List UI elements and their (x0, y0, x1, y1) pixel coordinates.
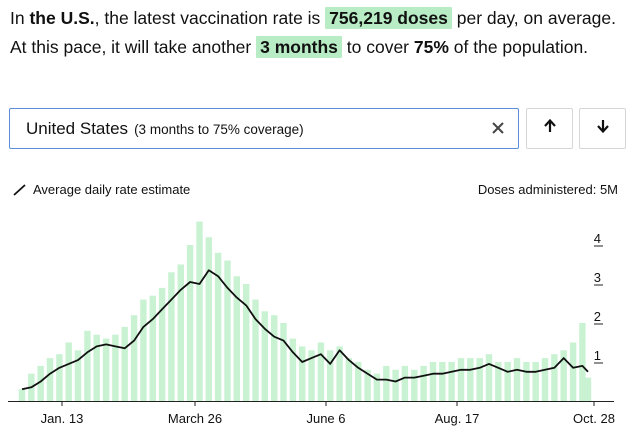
y-tick-label: 2 (594, 309, 601, 324)
bars-legend: Doses administered: 5M (478, 182, 618, 197)
previous-country-button[interactable] (526, 108, 573, 149)
dose-bar (177, 264, 184, 401)
next-country-button[interactable] (579, 108, 626, 149)
dose-bar (457, 358, 465, 401)
dose-bar (411, 369, 418, 401)
y-tick-label: 4 (594, 231, 601, 246)
dose-bar (345, 358, 353, 401)
dose-bar (336, 346, 343, 401)
y-top-tick: 5M (599, 182, 618, 197)
dose-bar (584, 377, 592, 401)
dose-bar (532, 362, 539, 401)
headline-text: , the latest vaccination rate is (94, 8, 326, 28)
dose-bar (140, 299, 147, 401)
bars-legend-label: Doses administered: (477, 182, 597, 197)
headline-text: In (10, 8, 30, 28)
dose-bar (541, 358, 549, 401)
dose-bar (373, 373, 381, 401)
dose-bar (205, 237, 212, 401)
dose-bar (65, 342, 72, 401)
x-tick-label: Aug. 17 (435, 411, 480, 426)
dose-bar (485, 354, 493, 401)
dose-bar (383, 365, 390, 401)
dose-bar (37, 365, 44, 401)
dose-bar (196, 221, 203, 401)
dose-bar (513, 358, 521, 401)
dose-bar (93, 334, 100, 401)
line-legend-label: Average daily rate estimate (33, 182, 191, 197)
dose-bar (495, 362, 502, 401)
dose-bar (523, 362, 530, 401)
dose-bar (504, 362, 511, 401)
headline-text: to cover (341, 37, 414, 57)
average-rate-line (21, 269, 589, 391)
dose-bar (130, 315, 138, 401)
dose-bar (224, 260, 231, 401)
x-tick-label: March 26 (168, 411, 222, 426)
dose-bar (327, 350, 334, 401)
headline-summary: In the U.S., the latest vaccination rate… (10, 4, 620, 62)
dose-bar (560, 350, 567, 401)
country-select[interactable]: United States (3 months to 75% coverage) (9, 108, 519, 149)
dose-bar (401, 365, 409, 401)
highlight-duration: 3 months (256, 36, 342, 58)
dose-bar (448, 362, 455, 401)
dose-bar (261, 311, 268, 401)
dose-bar (551, 354, 558, 401)
arrow-up-icon (543, 118, 557, 139)
dose-bar (56, 354, 63, 401)
dose-bar (121, 326, 128, 401)
x-tick-label: Jan. 13 (41, 411, 84, 426)
dose-bar (579, 323, 586, 401)
line-legend-icon (13, 183, 26, 196)
x-tick-label: June 6 (306, 411, 345, 426)
close-icon[interactable] (488, 118, 508, 138)
dose-bar (74, 350, 82, 401)
dose-bar (112, 334, 119, 401)
vaccination-chart: 4 3 2 1 Jan. 13 March 26 June 6 Aug. 17 Oct. 28 (8, 221, 615, 426)
dose-bar (186, 245, 194, 401)
dose-bar (429, 362, 437, 401)
dose-bar (439, 362, 446, 401)
dose-bar (467, 358, 474, 401)
x-tick-label: Oct. 28 (573, 411, 615, 426)
dose-bar (392, 369, 399, 401)
dose-bar (252, 299, 259, 401)
y-tick-label: 3 (594, 270, 601, 285)
dose-bar (317, 342, 325, 401)
dose-bar (299, 346, 306, 401)
selected-country: United States (26, 118, 129, 138)
headline-coverage: 75% (413, 37, 449, 57)
dose-bar (280, 323, 287, 401)
arrow-down-icon (596, 118, 610, 139)
dose-bar (158, 287, 166, 401)
dose-bar (569, 342, 577, 401)
dose-bar (243, 284, 250, 401)
dose-bar (289, 338, 297, 401)
selected-country-note: (3 months to 75% coverage) (134, 122, 304, 137)
headline-text: of the population. (448, 37, 589, 57)
dose-bar (18, 389, 26, 401)
dose-bar (46, 358, 54, 401)
dose-bar (149, 295, 156, 401)
dose-bar (364, 369, 371, 401)
dose-bar (271, 315, 278, 401)
highlight-rate: 756,219 doses (325, 7, 452, 29)
dose-bar (102, 338, 110, 401)
headline-text: per day, on average. At this pace, it wi… (10, 8, 616, 57)
dose-bar (476, 358, 483, 401)
dose-bar (355, 362, 362, 401)
y-tick-label: 1 (594, 348, 601, 363)
dose-bar (420, 365, 427, 401)
dose-bar (168, 272, 175, 401)
line-legend: Average daily rate estimate (12, 182, 190, 197)
dose-bar (233, 276, 240, 401)
headline-place: the U.S. (29, 8, 95, 28)
dose-bar (214, 252, 222, 401)
dose-bar (84, 330, 91, 401)
dose-bar (308, 350, 315, 401)
